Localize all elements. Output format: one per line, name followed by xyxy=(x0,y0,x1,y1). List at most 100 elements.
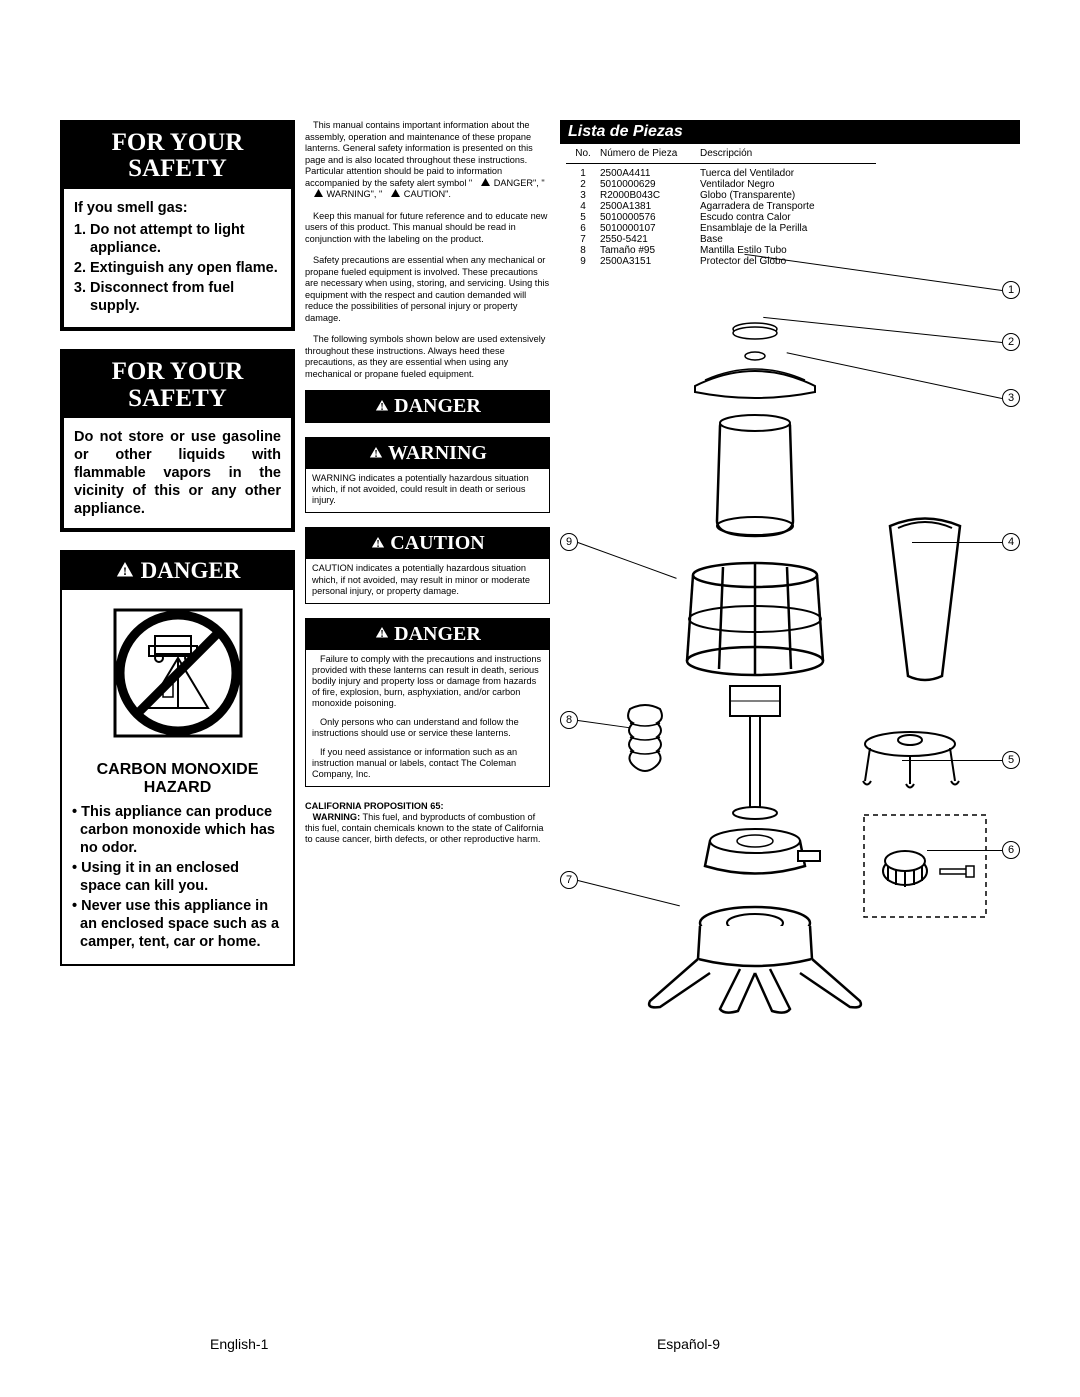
left-column: FOR YOURSAFETY If you smell gas: Do not … xyxy=(60,120,295,1031)
cell-no: 7 xyxy=(566,234,600,245)
gas-intro: If you smell gas: xyxy=(74,200,188,216)
cell-num: 5010000576 xyxy=(600,212,700,223)
gas-step: Do not attempt to light appliance. xyxy=(90,221,281,257)
part-handle xyxy=(870,516,980,686)
alert-bar-warning: !WARNING xyxy=(306,438,549,469)
safety-body-gas: If you smell gas: Do not attempt to ligh… xyxy=(74,199,281,316)
intro-p2: Keep this manual for future reference an… xyxy=(305,211,550,246)
cell-desc: Globo (Transparente) xyxy=(700,190,1014,201)
page-footer-left: English-1 xyxy=(210,1336,268,1352)
svg-text:!: ! xyxy=(374,449,377,459)
cell-num: 5010000629 xyxy=(600,179,700,190)
cell-desc: Escudo contra Calor xyxy=(700,212,1014,223)
co-hazard-title: CARBON MONOXIDE HAZARD xyxy=(62,761,293,800)
callout-6: 6 xyxy=(1002,841,1020,859)
table-row: 92500A3151Protector del Globo xyxy=(560,256,1020,267)
alert-bar-danger: !DANGER xyxy=(306,391,549,422)
part-globe-guard xyxy=(675,561,835,681)
warning-triangle-icon xyxy=(306,189,323,201)
col-num: Número de Pieza xyxy=(600,148,700,159)
cell-num: 5010000107 xyxy=(600,223,700,234)
parts-table-header: No. Número de Pieza Descripción xyxy=(560,148,1020,159)
svg-text:!: ! xyxy=(377,539,380,549)
cell-desc: Base xyxy=(700,234,1014,245)
parts-divider xyxy=(566,163,876,164)
cell-no: 2 xyxy=(566,179,600,190)
intro-p3: Safety precautions are essential when an… xyxy=(305,255,550,324)
part-knob-box xyxy=(860,811,990,921)
danger-co-section: ! DANGER xyxy=(60,550,295,965)
danger-bar: ! DANGER xyxy=(62,552,293,590)
intro-p1: This manual contains important informati… xyxy=(305,120,550,201)
prop65: CALIFORNIA PROPOSITION 65: WARNING: This… xyxy=(305,801,550,845)
right-column: Lista de Piezas No. Número de Pieza Desc… xyxy=(560,120,1020,1031)
alert-bar-caution: !CAUTION xyxy=(306,528,549,559)
leader-line xyxy=(578,542,677,579)
alert-body-warning: WARNING indicates a potentially hazardou… xyxy=(306,469,549,512)
safety-title: FOR YOURSAFETY xyxy=(64,124,291,189)
part-base xyxy=(640,901,870,1016)
part-ventilator xyxy=(685,346,825,401)
warning-triangle-icon: ! xyxy=(374,622,390,645)
callout-4: 4 xyxy=(1002,533,1020,551)
alert-bar-danger2: !DANGER xyxy=(306,619,549,650)
table-row: 25010000629Ventilador Negro xyxy=(560,179,1020,190)
part-heat-shield xyxy=(855,726,965,796)
warning-triangle-icon: ! xyxy=(115,558,135,584)
cell-num: 2500A3151 xyxy=(600,256,700,267)
col-desc: Descripción xyxy=(700,148,1014,159)
alert-body-danger2: Failure to comply with the precautions a… xyxy=(306,650,549,786)
part-burner-tube xyxy=(710,681,800,821)
parts-table-body: 12500A4411Tuerca del Ventilador250100006… xyxy=(560,168,1020,267)
table-row: 65010000107Ensamblaje de la Perilla xyxy=(560,223,1020,234)
warning-triangle-icon: ! xyxy=(370,532,386,555)
table-row: 12500A4411Tuerca del Ventilador xyxy=(560,168,1020,179)
callout-8: 8 xyxy=(560,711,578,729)
part-nut xyxy=(725,321,785,341)
part-globe xyxy=(705,411,805,546)
warning-triangle-icon: ! xyxy=(368,442,384,465)
exploded-diagram: 1 2 3 4 5 6 7 8 9 xyxy=(560,281,1020,1031)
part-collar xyxy=(680,816,830,891)
safety-title: FOR YOURSAFETY xyxy=(64,353,291,418)
danger-label: DANGER xyxy=(141,558,241,583)
callout-9: 9 xyxy=(560,533,578,551)
safety-box-gas: FOR YOURSAFETY If you smell gas: Do not … xyxy=(60,120,295,331)
intro-p4: The following symbols shown below are us… xyxy=(305,334,550,380)
cell-desc: Ensamblaje de la Perilla xyxy=(700,223,1014,234)
page-footer-right: Español-9 xyxy=(657,1336,720,1352)
callout-5: 5 xyxy=(1002,751,1020,769)
table-row: 55010000576Escudo contra Calor xyxy=(560,212,1020,223)
lista-title-bar: Lista de Piezas xyxy=(560,120,1020,144)
cell-num: Tamaño #95 xyxy=(600,245,700,256)
callout-2: 2 xyxy=(1002,333,1020,351)
cell-num: R2000B043C xyxy=(600,190,700,201)
cell-no: 1 xyxy=(566,168,600,179)
table-row: 8Tamaño #95Mantilla Estilo Tubo xyxy=(560,245,1020,256)
table-row: 42500A1381Agarradera de Transporte xyxy=(560,201,1020,212)
cell-desc: Tuerca del Ventilador xyxy=(700,168,1014,179)
alert-caution: !CAUTION CAUTION indicates a potentially… xyxy=(305,527,550,603)
cell-no: 6 xyxy=(566,223,600,234)
alert-danger2: !DANGER Failure to comply with the preca… xyxy=(305,618,550,787)
cell-desc: Ventilador Negro xyxy=(700,179,1014,190)
gas-steps-list: Do not attempt to light appliance. Extin… xyxy=(74,221,281,316)
prop65-heading: CALIFORNIA PROPOSITION 65: xyxy=(305,801,444,811)
middle-column: This manual contains important informati… xyxy=(305,120,550,1031)
alert-warning: !WARNING WARNING indicates a potentially… xyxy=(305,437,550,513)
cell-no: 3 xyxy=(566,190,600,201)
svg-text:!: ! xyxy=(123,564,127,578)
cell-num: 2500A1381 xyxy=(600,201,700,212)
co-pictogram xyxy=(62,590,293,761)
svg-text:!: ! xyxy=(380,402,383,412)
alert-danger: !DANGER body" data-name="alert-body-dang… xyxy=(305,390,550,423)
part-mantle xyxy=(615,701,675,781)
gas-step: Disconnect from fuel supply. xyxy=(90,279,281,315)
alert-body-caution: CAUTION indicates a potentially hazardou… xyxy=(306,559,549,602)
gas-step: Extinguish any open flame. xyxy=(90,259,281,277)
warning-triangle-icon: ! xyxy=(374,395,390,418)
warning-triangle-icon xyxy=(383,189,400,201)
co-bullet: • Never use this appliance in an enclose… xyxy=(72,897,283,951)
cell-num: 2500A4411 xyxy=(600,168,700,179)
table-row: 3R2000B043CGlobo (Transparente) xyxy=(560,190,1020,201)
